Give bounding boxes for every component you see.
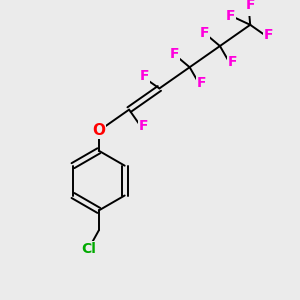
Text: F: F (263, 28, 273, 42)
Text: F: F (200, 26, 209, 40)
Text: F: F (227, 55, 237, 69)
Text: F: F (140, 69, 149, 83)
Text: F: F (169, 47, 179, 61)
Text: O: O (92, 123, 105, 138)
Text: F: F (245, 0, 255, 12)
Text: F: F (139, 119, 149, 133)
Text: Cl: Cl (81, 242, 96, 256)
Text: F: F (197, 76, 206, 90)
Text: F: F (226, 9, 236, 22)
